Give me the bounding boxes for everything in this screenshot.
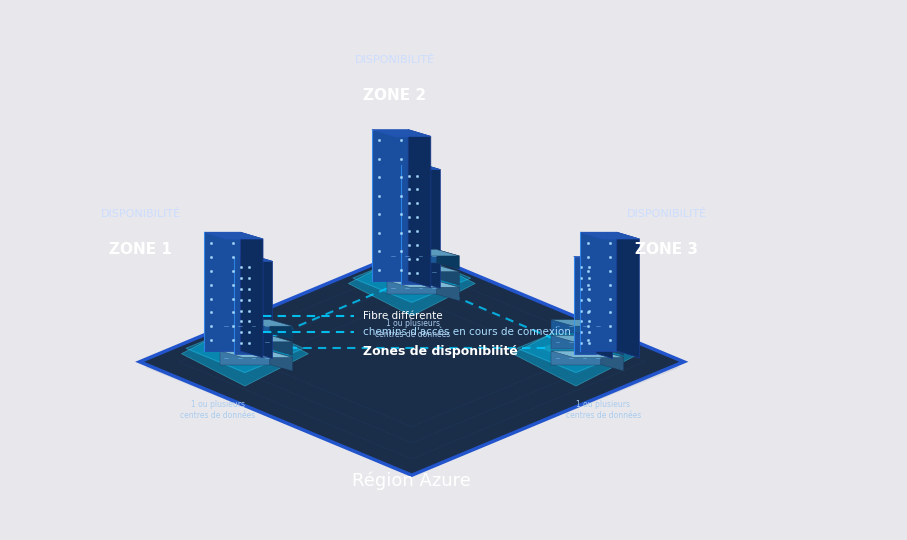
Polygon shape xyxy=(386,249,437,263)
Polygon shape xyxy=(600,320,623,340)
Polygon shape xyxy=(386,265,437,279)
Polygon shape xyxy=(234,256,272,261)
Polygon shape xyxy=(541,334,611,363)
Polygon shape xyxy=(551,320,623,326)
Text: 1 ou plusieurs
centres de données: 1 ou plusieurs centres de données xyxy=(566,400,640,421)
Polygon shape xyxy=(437,249,459,269)
Polygon shape xyxy=(574,256,612,261)
Polygon shape xyxy=(386,265,459,272)
Polygon shape xyxy=(551,351,623,357)
Polygon shape xyxy=(204,232,240,351)
Text: ZONE 3: ZONE 3 xyxy=(635,241,698,256)
Polygon shape xyxy=(372,130,431,136)
Polygon shape xyxy=(240,232,263,358)
Polygon shape xyxy=(210,334,280,363)
Polygon shape xyxy=(386,281,437,294)
Polygon shape xyxy=(219,320,293,326)
Polygon shape xyxy=(219,320,270,333)
Text: DISPONIBILITÉ: DISPONIBILITÉ xyxy=(101,208,180,219)
Polygon shape xyxy=(437,265,459,285)
Polygon shape xyxy=(401,165,424,284)
Polygon shape xyxy=(517,324,635,373)
Polygon shape xyxy=(270,335,293,355)
Polygon shape xyxy=(270,351,293,371)
Polygon shape xyxy=(580,232,617,351)
Polygon shape xyxy=(386,281,459,287)
Text: chemins d'accès en cours de connexion: chemins d'accès en cours de connexion xyxy=(363,327,571,337)
Text: 1 ou plusieurs
centres de données: 1 ou plusieurs centres de données xyxy=(375,319,450,340)
Polygon shape xyxy=(234,256,257,354)
Polygon shape xyxy=(617,232,639,358)
Polygon shape xyxy=(204,232,263,239)
Polygon shape xyxy=(574,256,596,354)
Text: 1 ou plusieurs
centres de données: 1 ou plusieurs centres de données xyxy=(180,400,255,421)
Text: DISPONIBILITÉ: DISPONIBILITÉ xyxy=(355,55,434,65)
Polygon shape xyxy=(424,165,441,288)
Text: Zones de disponibilité: Zones de disponibilité xyxy=(363,345,518,357)
Polygon shape xyxy=(551,320,600,333)
Polygon shape xyxy=(600,335,623,355)
Text: Fibre différente: Fibre différente xyxy=(363,311,443,321)
Text: ZONE 2: ZONE 2 xyxy=(363,87,426,103)
Polygon shape xyxy=(551,335,623,342)
Polygon shape xyxy=(257,256,272,359)
Polygon shape xyxy=(348,251,475,316)
Polygon shape xyxy=(401,165,441,170)
Polygon shape xyxy=(386,249,459,256)
Text: ZONE 1: ZONE 1 xyxy=(109,241,172,256)
Polygon shape xyxy=(181,321,308,386)
Polygon shape xyxy=(512,321,639,386)
Polygon shape xyxy=(219,335,270,349)
Polygon shape xyxy=(551,351,600,364)
Polygon shape xyxy=(186,324,304,373)
Polygon shape xyxy=(580,232,639,239)
Polygon shape xyxy=(219,351,270,364)
Text: DISPONIBILITÉ: DISPONIBILITÉ xyxy=(627,208,707,219)
Polygon shape xyxy=(219,335,293,342)
Polygon shape xyxy=(140,248,684,475)
Polygon shape xyxy=(219,351,293,357)
Polygon shape xyxy=(376,264,447,293)
Polygon shape xyxy=(372,130,408,281)
Polygon shape xyxy=(353,254,471,302)
Polygon shape xyxy=(270,320,293,340)
Polygon shape xyxy=(596,256,612,359)
Polygon shape xyxy=(145,259,680,475)
Polygon shape xyxy=(437,281,459,301)
Text: Région Azure: Région Azure xyxy=(352,471,472,490)
Polygon shape xyxy=(551,335,600,349)
Polygon shape xyxy=(408,130,431,287)
Polygon shape xyxy=(600,351,623,371)
